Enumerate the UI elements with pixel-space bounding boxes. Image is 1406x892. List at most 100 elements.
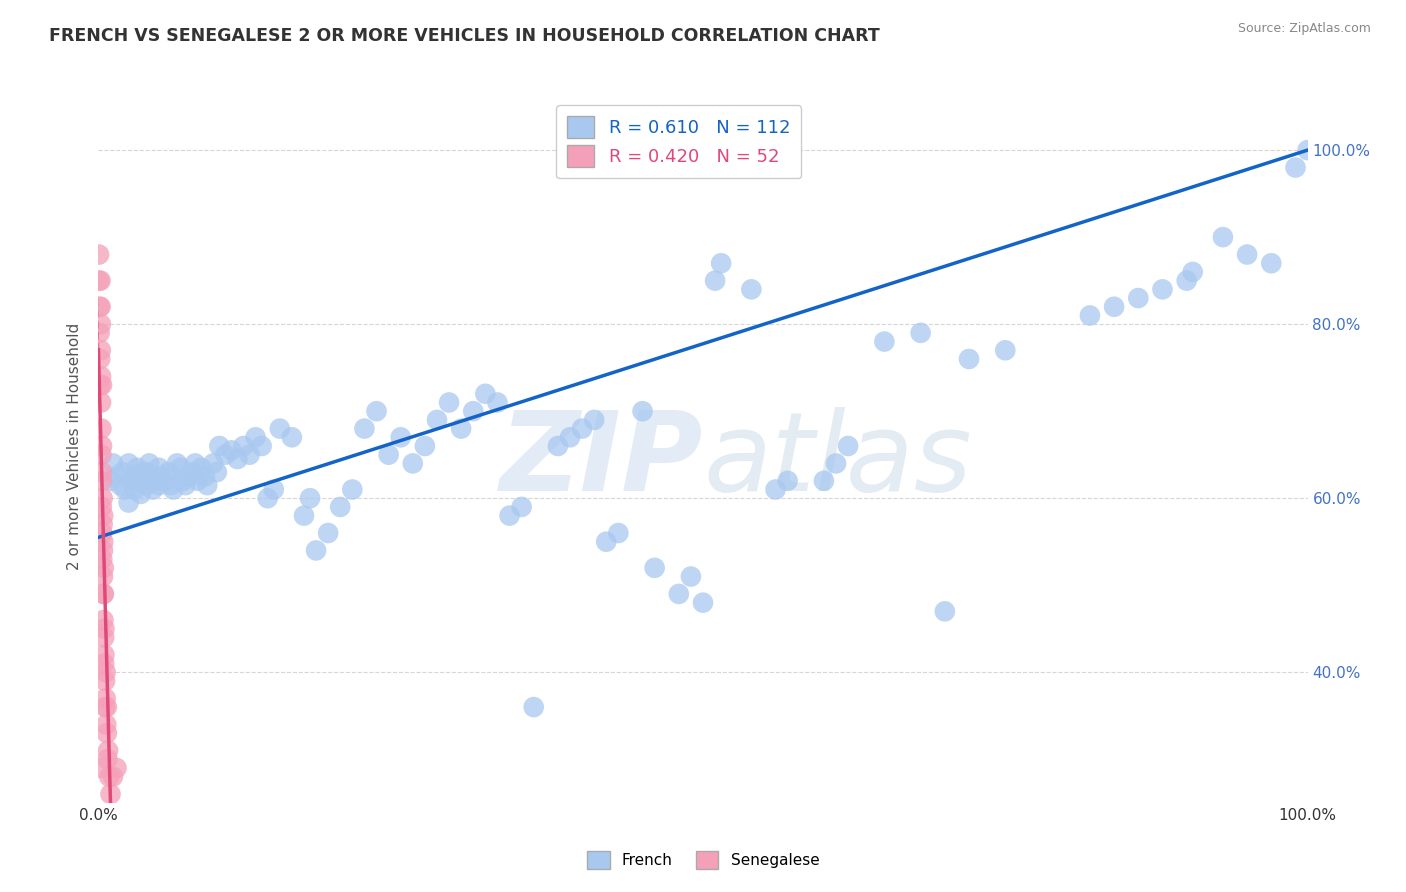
Point (450, 421, 472, 435)
Point (595, 534, 617, 549)
Point (114, 483, 136, 497)
Point (87, 274, 110, 288)
Point (187, 474, 209, 488)
Point (710, 256, 733, 270)
Point (329, 500, 352, 514)
Point (202, 457, 225, 471)
Point (111, 465, 134, 479)
Text: ZIP: ZIP (499, 407, 703, 514)
Point (172, 474, 194, 488)
Point (205, 465, 228, 479)
Point (269, 421, 291, 435)
Point (129, 474, 152, 488)
Point (190, 460, 212, 475)
Point (93, 613, 115, 627)
Point (89, 351, 111, 366)
Point (486, 395, 509, 409)
Point (93, 622, 115, 636)
Point (124, 469, 146, 483)
Point (91, 378, 114, 392)
Point (135, 478, 157, 492)
Point (90, 421, 112, 435)
Point (245, 430, 267, 444)
Point (1152, 282, 1174, 296)
Point (607, 526, 630, 541)
Point (100, 474, 122, 488)
Point (558, 430, 581, 444)
Point (135, 465, 157, 479)
Point (91, 534, 114, 549)
Point (873, 334, 896, 349)
Point (994, 343, 1017, 358)
Point (93, 657, 115, 671)
Point (583, 413, 606, 427)
Point (148, 460, 170, 475)
Point (226, 452, 249, 467)
Point (90, 317, 112, 331)
Point (96, 700, 118, 714)
Point (108, 478, 131, 492)
Point (668, 587, 690, 601)
Point (89, 300, 111, 314)
Point (957, 351, 980, 366)
Point (402, 457, 425, 471)
Point (194, 469, 217, 483)
Point (91, 517, 114, 532)
Point (93, 631, 115, 645)
Point (776, 474, 799, 488)
Point (413, 439, 436, 453)
Point (644, 561, 666, 575)
Point (138, 457, 160, 471)
Point (89, 378, 111, 392)
Point (169, 460, 191, 475)
Point (214, 448, 236, 462)
Point (90, 395, 112, 409)
Point (94, 665, 117, 680)
Point (510, 500, 533, 514)
Point (353, 421, 375, 435)
Point (90, 448, 112, 462)
Point (437, 395, 460, 409)
Point (474, 386, 496, 401)
Point (179, 469, 201, 483)
Point (316, 526, 339, 541)
Point (160, 478, 183, 492)
Point (91, 543, 114, 558)
Point (765, 483, 787, 497)
Point (90, 474, 112, 488)
Point (1284, 161, 1306, 175)
Point (150, 469, 173, 483)
Point (105, 761, 128, 775)
Point (813, 474, 835, 488)
Point (174, 478, 197, 492)
Point (704, 274, 727, 288)
Point (281, 430, 304, 444)
Point (98, 770, 121, 784)
Point (87, 247, 110, 261)
Point (692, 596, 714, 610)
Point (184, 457, 207, 471)
Point (232, 439, 254, 453)
Point (181, 465, 204, 479)
Point (250, 439, 273, 453)
Point (263, 483, 285, 497)
Point (1236, 247, 1258, 261)
Point (91, 465, 114, 479)
Point (96, 726, 118, 740)
Point (91, 508, 114, 523)
Point (292, 508, 315, 523)
Point (105, 469, 128, 483)
Point (571, 421, 593, 435)
Point (97, 743, 120, 757)
Point (94, 673, 117, 688)
Point (825, 457, 848, 471)
Point (299, 491, 322, 506)
Point (631, 404, 654, 418)
Point (100, 787, 122, 801)
Point (91, 491, 114, 506)
Point (1181, 265, 1204, 279)
Point (1212, 230, 1234, 244)
Point (94, 700, 117, 714)
Point (148, 478, 170, 492)
Y-axis label: 2 or more Vehicles in Household: 2 or more Vehicles in Household (67, 322, 83, 570)
